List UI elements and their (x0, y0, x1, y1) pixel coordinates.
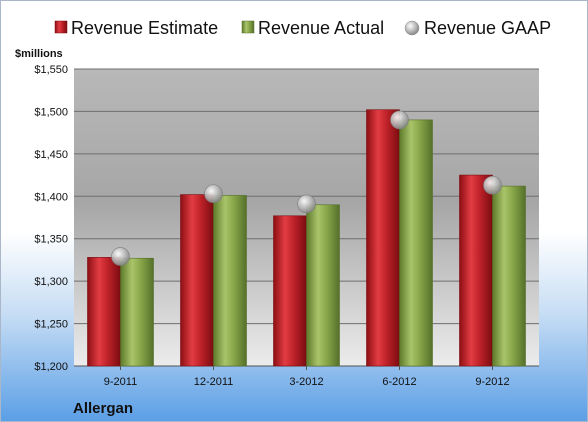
legend-swatch-actual (241, 20, 255, 34)
bar-revenue-estimate (366, 109, 400, 367)
marker-revenue-gaap (297, 194, 316, 214)
legend: Revenue Estimate Revenue Actual Revenue … (54, 18, 551, 38)
marker-revenue-gaap (390, 110, 409, 130)
company-name: Allergan (73, 400, 133, 417)
bar-revenue-estimate (273, 215, 307, 367)
y-tick-label: $1,500 (34, 106, 68, 118)
y-tick-label: $1,550 (34, 64, 68, 76)
x-tick-label: 12-2011 (194, 376, 234, 388)
bar-revenue-estimate (87, 257, 121, 367)
bar-revenue-actual (399, 119, 433, 367)
bar-revenue-estimate (180, 194, 214, 367)
x-tick-label: 3-2012 (289, 376, 323, 388)
legend-marker-gaap (404, 20, 420, 36)
legend-swatch-estimate (54, 20, 68, 34)
bar-revenue-estimate (459, 174, 493, 367)
marker-revenue-gaap (204, 184, 223, 204)
legend-label-estimate: Revenue Estimate (71, 18, 218, 38)
x-axis: 9-2011 12-2011 3-2012 6-2012 9-2012 (104, 366, 510, 388)
x-tick-label: 6-2012 (382, 376, 416, 388)
x-tick-label: 9-2011 (104, 376, 137, 388)
y-tick-label: $1,450 (34, 149, 68, 161)
bar-revenue-actual (213, 195, 247, 367)
marker-revenue-gaap (111, 247, 130, 266)
bars (87, 109, 526, 367)
legend-label-actual: Revenue Actual (258, 18, 384, 38)
bar-revenue-actual (492, 185, 526, 367)
legend-label-gaap: Revenue GAAP (424, 18, 551, 38)
bar-revenue-actual (120, 257, 154, 367)
y-tick-label: $1,350 (34, 234, 68, 246)
gaap-markers (111, 110, 502, 266)
marker-revenue-gaap (483, 175, 502, 195)
y-tick-label: $1,300 (34, 276, 68, 288)
y-unit-label: $millions (15, 48, 63, 60)
y-tick-label: $1,250 (34, 319, 68, 331)
x-tick-label: 9-2012 (475, 376, 509, 388)
y-tick-label: $1,400 (34, 191, 68, 203)
bar-revenue-actual (306, 204, 340, 367)
y-tick-label: $1,200 (34, 361, 68, 373)
